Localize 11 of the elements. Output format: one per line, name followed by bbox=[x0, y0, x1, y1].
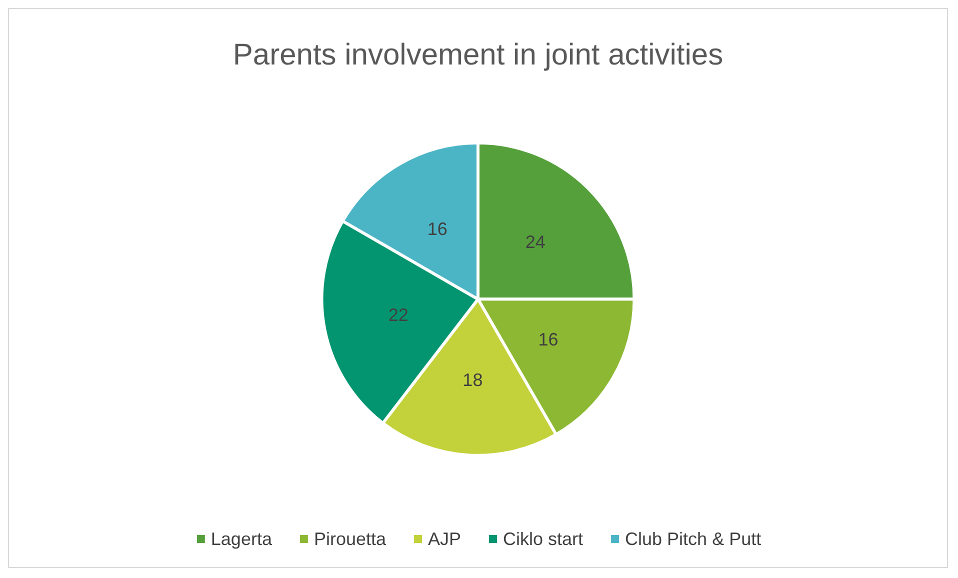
legend-label: Ciklo start bbox=[503, 529, 584, 549]
data-label: 16 bbox=[538, 330, 558, 350]
legend-label: Club Pitch & Putt bbox=[625, 529, 762, 549]
data-label: 22 bbox=[388, 304, 408, 325]
data-label: 18 bbox=[462, 370, 483, 390]
legend-label: Pirouetta bbox=[314, 529, 387, 549]
legend-label: AJP bbox=[428, 529, 462, 549]
legend-label: Lagerta bbox=[210, 529, 273, 549]
chart-title: Parents involvement in joint activities bbox=[232, 38, 724, 72]
data-label: 24 bbox=[525, 232, 546, 252]
data-label: 16 bbox=[427, 218, 448, 239]
